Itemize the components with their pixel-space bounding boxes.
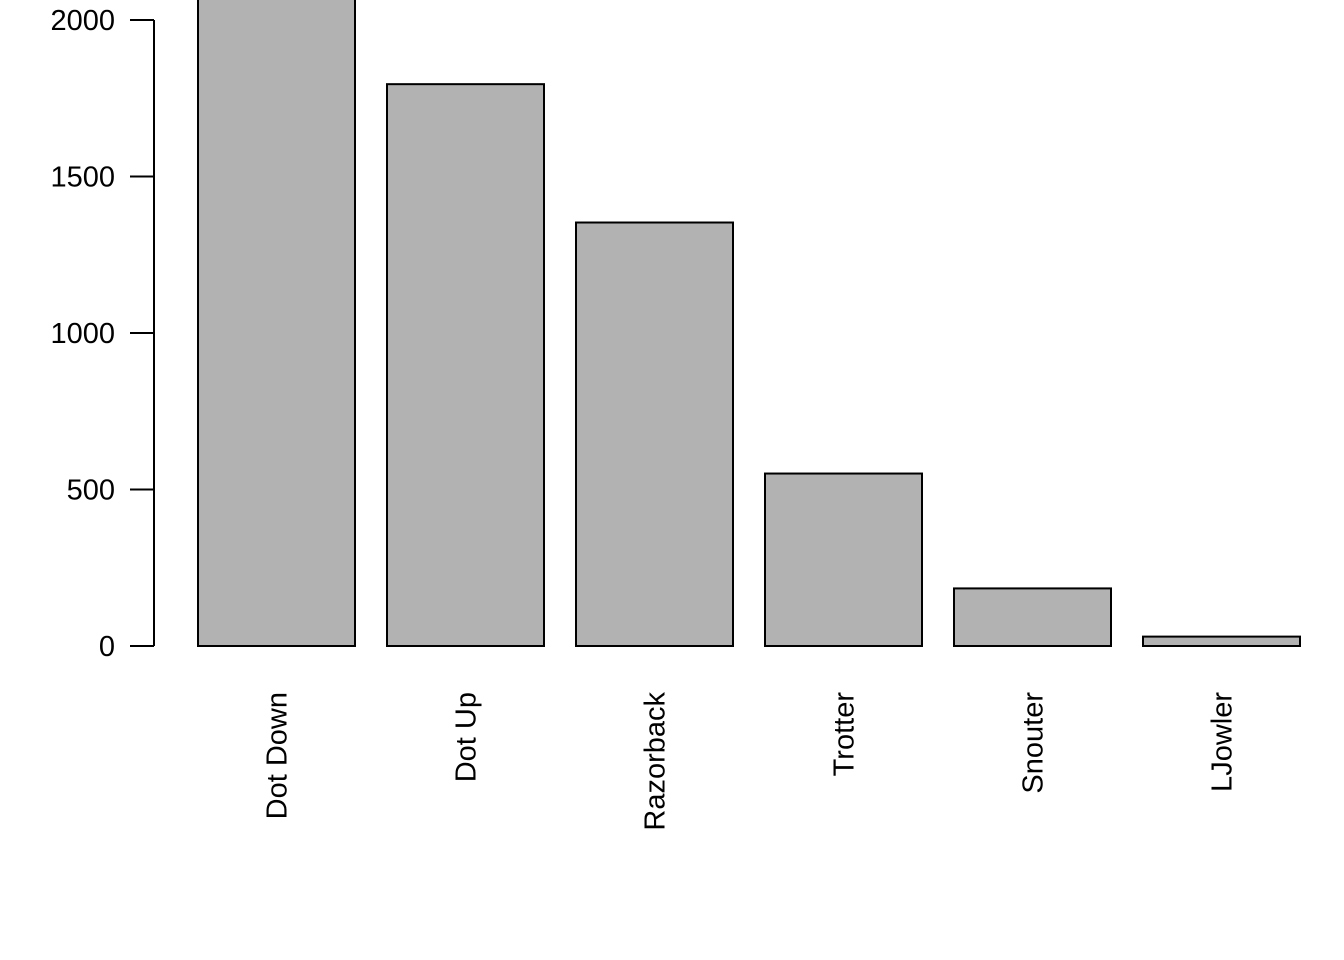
category-label: Snouter — [1018, 692, 1050, 794]
y-tick-label: 1000 — [50, 318, 115, 350]
y-tick-label: 1500 — [50, 162, 115, 194]
category-label: LJowler — [1207, 692, 1239, 792]
category-label: Dot Down — [262, 692, 294, 819]
bar — [575, 221, 734, 648]
bar — [197, 0, 356, 647]
y-tick-label: 0 — [99, 631, 115, 663]
category-labels: Dot Down Dot Up Razorback Trotter Snouter LJo… — [262, 692, 1239, 831]
bar — [1142, 635, 1301, 647]
bar — [386, 83, 545, 648]
y-tick-label: 500 — [67, 475, 115, 507]
category-label: Dot Up — [451, 692, 483, 782]
category-label: Trotter — [829, 692, 861, 777]
category-label: Razorback — [640, 692, 672, 831]
y-tick-label: 2000 — [50, 5, 115, 37]
y-axis-ticks: 0 500 1000 1500 2000 — [50, 5, 154, 663]
bar — [953, 587, 1112, 648]
bar — [764, 472, 923, 647]
bars — [197, 0, 1301, 648]
